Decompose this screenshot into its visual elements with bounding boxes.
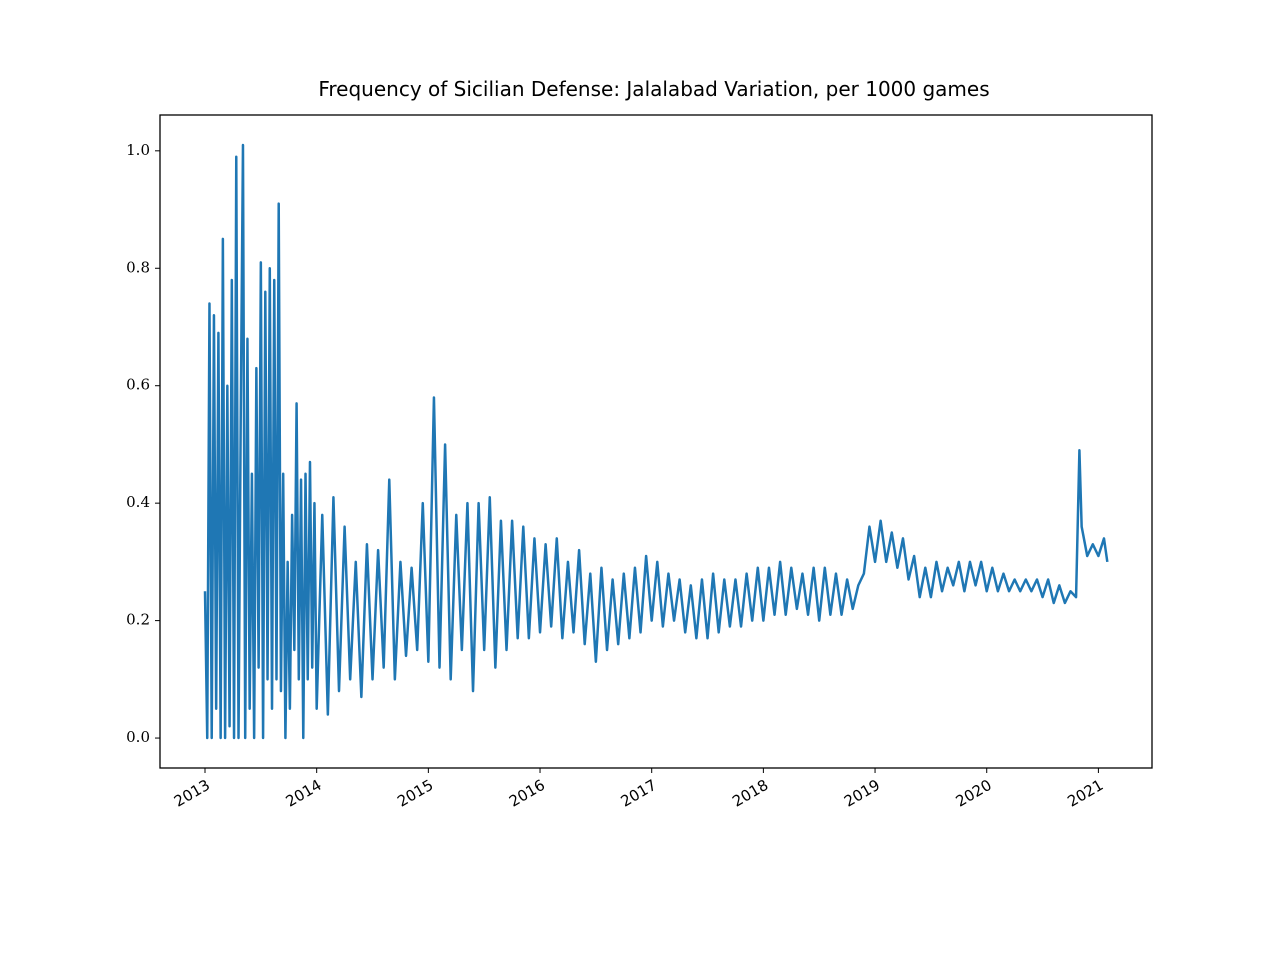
x-tick-label: 2018 [729, 776, 771, 811]
x-tick-label: 2017 [618, 776, 660, 811]
x-tick-label: 2014 [283, 776, 325, 811]
y-tick-label: 0.4 [126, 493, 150, 511]
x-tick-label: 2015 [394, 776, 436, 811]
data-line [203, 143, 1109, 740]
x-tick-label: 2020 [953, 776, 995, 811]
plot-frame [159, 114, 1153, 769]
x-tick-label: 2013 [171, 776, 213, 811]
x-tick-label: 2016 [506, 776, 548, 811]
y-tick-label: 0.8 [126, 258, 150, 276]
chart-title: Frequency of Sicilian Defense: Jalalabad… [318, 77, 989, 101]
y-tick-label: 0.6 [126, 376, 150, 394]
y-tick-label: 0.2 [126, 611, 150, 629]
y-tick-label: 1.0 [126, 141, 150, 159]
y-tick-label: 0.0 [126, 728, 150, 746]
x-tick-label: 2021 [1064, 776, 1106, 811]
x-tick-label: 2019 [841, 776, 883, 811]
